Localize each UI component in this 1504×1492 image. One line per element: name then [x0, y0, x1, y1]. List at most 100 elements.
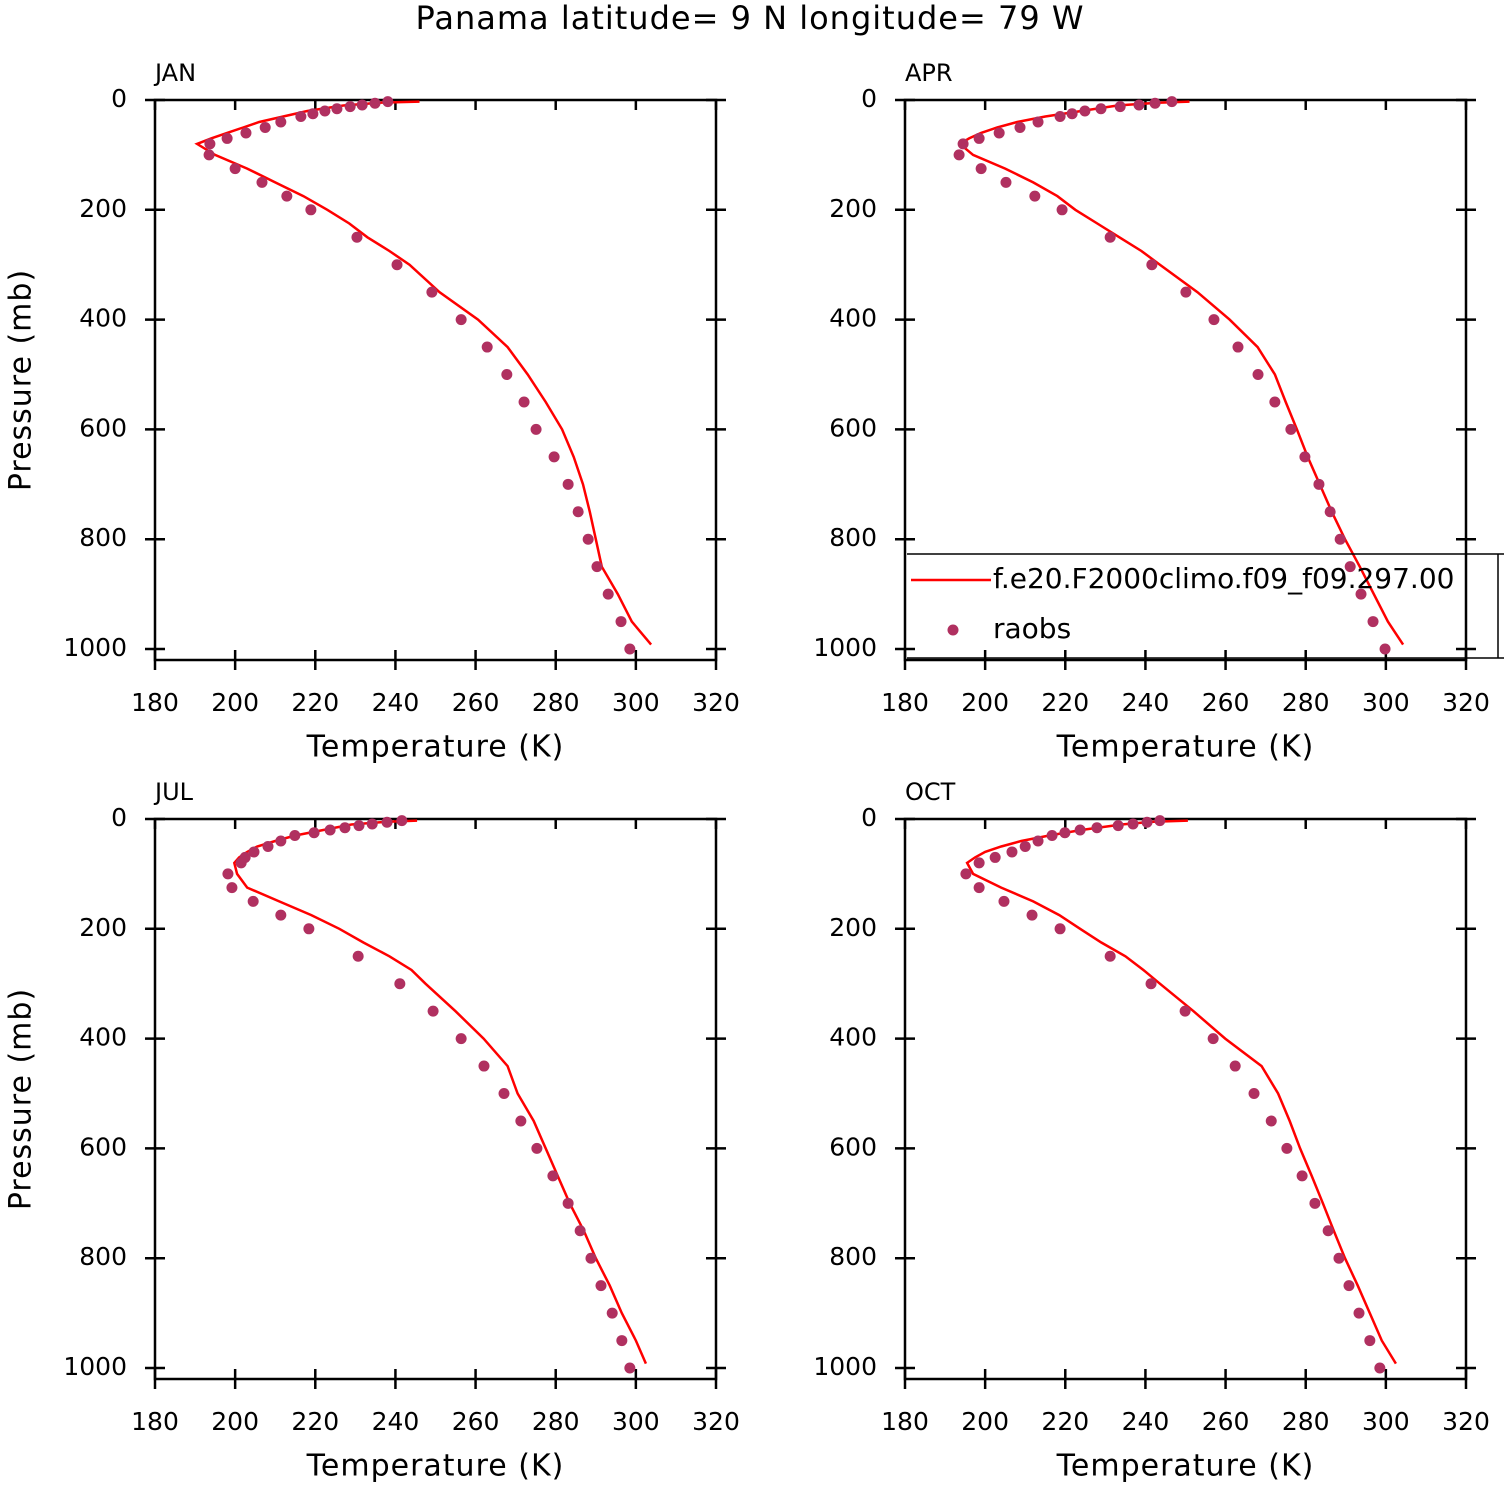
panel: JAN 180 200 220 240 260 280 300 320 0 200 400 600 800… [4, 59, 740, 765]
x-tick-label: 180 [881, 1407, 929, 1436]
panel-title: APR [905, 59, 953, 87]
obs-point [1133, 99, 1145, 111]
obs-point [530, 423, 542, 435]
y-tick-label: 600 [829, 1132, 877, 1161]
obs-point [391, 259, 403, 271]
x-tick-label: 220 [1041, 688, 1089, 717]
y-tick-label: 400 [829, 304, 877, 333]
obs-point [1179, 1005, 1191, 1017]
panel-title: OCT [905, 778, 956, 806]
y-tick-label: 800 [79, 1242, 127, 1271]
obs-point [1252, 369, 1264, 381]
model-line [957, 100, 1405, 646]
obs-point [973, 132, 985, 144]
obs-point [1364, 1335, 1376, 1347]
obs-point [455, 314, 467, 326]
x-tick-label: 260 [1202, 1407, 1250, 1436]
obs-point [240, 127, 252, 139]
obs-point [1029, 190, 1041, 202]
obs-point [498, 1088, 510, 1100]
x-tick-label: 280 [1282, 1407, 1330, 1436]
y-tick-label: 600 [79, 413, 127, 442]
obs-point [973, 882, 985, 894]
panel: APR 180 200 220 240 260 280 300 320 0 200 400 600 800… [813, 59, 1504, 765]
plot-frame [903, 817, 1468, 1381]
obs-point [1343, 1280, 1355, 1292]
obs-point [548, 451, 560, 463]
obs-point [1006, 846, 1018, 858]
y-tick-label: 400 [79, 304, 127, 333]
y-tick-label: 800 [829, 1242, 877, 1271]
y-tick-label: 1000 [63, 1352, 127, 1381]
y-tick-label: 200 [79, 194, 127, 223]
obs-point [585, 1252, 597, 1264]
model-line [232, 819, 648, 1365]
obs-point [1309, 1197, 1321, 1209]
y-axis-label: Pressure (mb) [4, 269, 39, 491]
x-tick-label: 180 [131, 1407, 179, 1436]
x-tick-label: 220 [1041, 1407, 1089, 1436]
obs-point [1054, 923, 1066, 935]
legend-label: raobs [993, 612, 1071, 645]
x-tick-label: 320 [692, 1407, 740, 1436]
x-axis-label: Temperature (K) [306, 730, 565, 765]
obs-point [275, 116, 287, 128]
obs-point [295, 110, 307, 122]
obs-point [1056, 204, 1068, 216]
y-tick-label: 200 [79, 913, 127, 942]
obs-point [221, 132, 233, 144]
obs-point [1296, 1170, 1308, 1182]
obs-point [1091, 822, 1103, 834]
obs-point [426, 286, 438, 298]
x-tick-label: 280 [532, 1407, 580, 1436]
obs-point [1285, 423, 1297, 435]
obs-point [478, 1060, 490, 1072]
obs-point [1032, 835, 1044, 847]
obs-point [1208, 314, 1220, 326]
x-tick-label: 220 [291, 1407, 339, 1436]
x-tick-label: 320 [692, 688, 740, 717]
y-tick-label: 0 [861, 84, 877, 113]
obs-point [1269, 396, 1281, 408]
y-tick-label: 600 [79, 1132, 127, 1161]
obs-point [1112, 820, 1124, 832]
obs-point [1379, 643, 1391, 655]
obs-point [1104, 231, 1116, 243]
x-tick-label: 280 [532, 688, 580, 717]
x-tick-label: 320 [1442, 688, 1490, 717]
x-tick-label: 180 [881, 688, 929, 717]
obs-point [1355, 588, 1367, 600]
obs-point [615, 616, 627, 628]
x-tick-label: 300 [612, 688, 660, 717]
x-tick-label: 300 [1362, 688, 1410, 717]
obs-point [229, 163, 241, 175]
obs-point [616, 1335, 628, 1347]
obs-point [1333, 1252, 1345, 1264]
obs-point [518, 396, 530, 408]
obs-point [1313, 478, 1325, 490]
obs-point [1353, 1307, 1365, 1319]
obs-point [1145, 978, 1157, 990]
x-tick-label: 260 [452, 688, 500, 717]
obs-point [235, 857, 247, 869]
legend-swatch [947, 624, 959, 636]
obs-point [247, 895, 259, 907]
y-tick-label: 200 [829, 913, 877, 942]
obs-point [307, 108, 319, 120]
x-tick-label: 280 [1282, 688, 1330, 717]
x-tick-label: 200 [961, 1407, 1009, 1436]
obs-point [624, 643, 636, 655]
obs-point [289, 829, 301, 841]
obs-point [275, 835, 287, 847]
obs-point [591, 561, 603, 573]
obs-point [975, 163, 987, 175]
obs-point [1149, 97, 1161, 109]
obs-point [1322, 1225, 1334, 1237]
obs-point [501, 369, 513, 381]
obs-point [351, 231, 363, 243]
obs-point [256, 176, 268, 188]
obs-point [531, 1142, 543, 1154]
obs-point [547, 1170, 559, 1182]
obs-point [1026, 909, 1038, 921]
obs-point [1114, 101, 1126, 113]
